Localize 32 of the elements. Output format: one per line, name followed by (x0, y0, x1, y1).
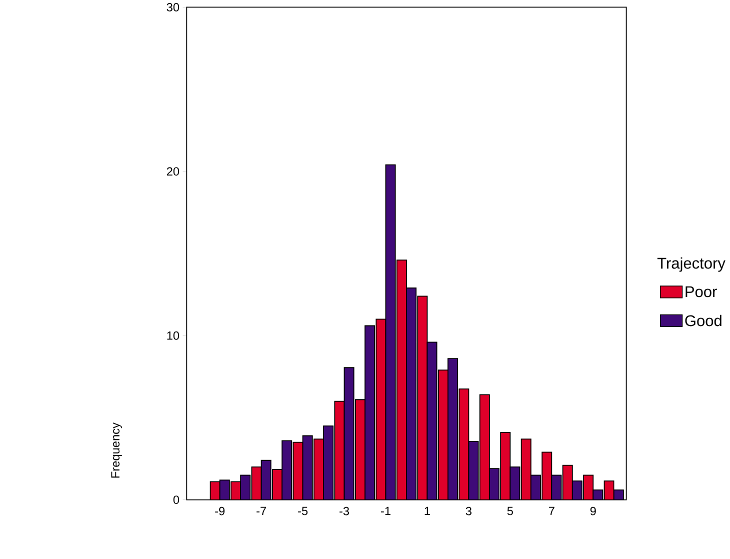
bar (385, 164, 396, 500)
bar (604, 480, 614, 500)
bar (510, 466, 520, 500)
bar (210, 481, 220, 500)
bar (376, 318, 386, 500)
bar (293, 442, 303, 500)
x-tick-label: 1 (424, 506, 430, 516)
legend-label: Poor (686, 286, 717, 298)
bar (344, 367, 354, 500)
bar (426, 342, 438, 500)
x-tick-label: 9 (590, 506, 596, 516)
y-tick-label: 20 (166, 167, 180, 176)
x-tick-label: -5 (298, 506, 308, 516)
y-tick-label: 0 (173, 496, 180, 504)
bar (251, 466, 262, 500)
bar (468, 441, 479, 500)
x-tick-label: 5 (507, 506, 513, 516)
bar (302, 436, 312, 500)
x-tick-label: 3 (466, 506, 472, 516)
y-axis-title: Frequency (111, 422, 122, 478)
x-tick-label: 7 (548, 506, 554, 516)
bar (551, 474, 562, 500)
bar (334, 400, 345, 500)
y-tick-label: 30 (166, 3, 180, 12)
y-tick-label: 10 (167, 331, 180, 340)
x-tick-label: -1 (381, 506, 390, 516)
legend-title: Trajectory (657, 257, 726, 272)
legend-label: Good (685, 314, 722, 326)
x-tick-label: -7 (256, 506, 266, 516)
x-tick-label: -9 (215, 506, 225, 516)
x-tick-label: -3 (340, 506, 350, 516)
bar (417, 296, 428, 500)
